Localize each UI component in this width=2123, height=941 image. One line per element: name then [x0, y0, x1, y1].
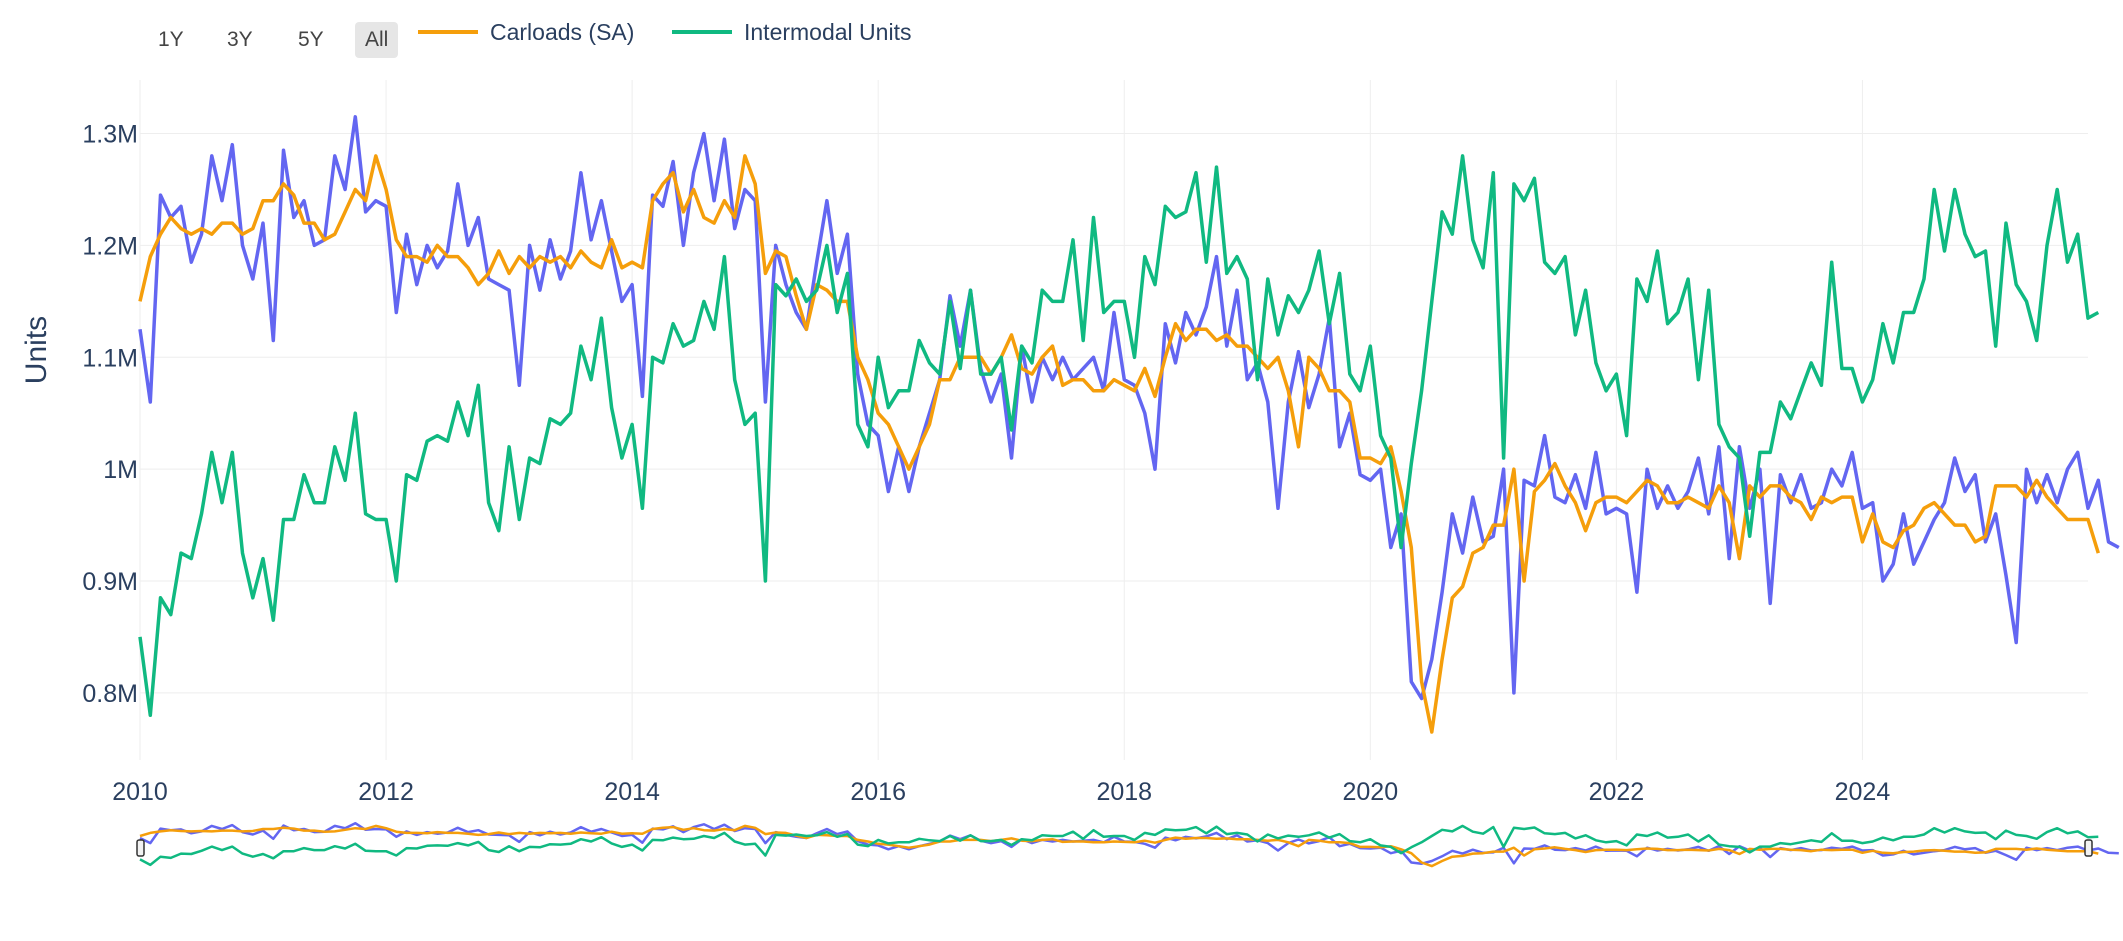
y-axis-ticks: 0.8M 0.9M 1M 1.1M 1.2M 1.3M — [82, 121, 138, 708]
x-tick-label: 2014 — [604, 778, 660, 806]
series-line-intermodal — [138, 154, 2100, 718]
y-tick-label: 1.3M — [82, 121, 138, 149]
y-tick-label: 1.1M — [82, 344, 138, 372]
range-slider[interactable] — [136, 821, 2119, 868]
legend-label-intermodal: Intermodal Units — [744, 18, 912, 45]
y-axis-label: Units — [20, 315, 53, 385]
series-line-carloads — [138, 154, 2100, 734]
range-button-all[interactable]: All — [355, 22, 399, 58]
x-axis-ticks: 2010 2012 2014 2016 2018 2020 2022 2024 — [112, 778, 1890, 806]
range-button-1y[interactable]: 1Y — [158, 28, 184, 51]
series-lines — [138, 115, 2120, 734]
legend-swatch-carloads — [418, 30, 478, 34]
range-slider-left-handle[interactable] — [136, 839, 145, 857]
range-slider-series-line-intermodal — [139, 824, 2099, 867]
legend-item-carloads[interactable]: Carloads (SA) — [418, 14, 634, 50]
legend-item-intermodal[interactable]: Intermodal Units — [672, 14, 911, 50]
legend-label-carloads: Carloads (SA) — [490, 18, 635, 45]
range-slider-right-handle[interactable] — [2084, 839, 2093, 857]
y-tick-label: 1.2M — [82, 232, 138, 260]
series-line-unnamed — [138, 115, 2120, 701]
y-tick-label: 0.9M — [82, 568, 138, 596]
range-button-3y[interactable]: 3Y — [227, 28, 253, 51]
grid-lines — [139, 80, 2088, 760]
x-tick-label: 2016 — [850, 778, 906, 806]
legend-swatch-intermodal — [672, 30, 732, 34]
x-tick-label: 2022 — [1589, 778, 1645, 806]
x-tick-label: 2018 — [1096, 778, 1152, 806]
x-tick-label: 2012 — [358, 778, 414, 806]
x-tick-label: 2010 — [112, 778, 168, 806]
range-button-5y[interactable]: 5Y — [298, 28, 324, 51]
range-slider-series-line-unnamed — [139, 821, 2119, 865]
y-tick-label: 0.8M — [82, 680, 138, 708]
x-tick-label: 2020 — [1343, 778, 1399, 806]
range-slider-series-line-carloads — [139, 824, 2099, 868]
y-tick-label: 1M — [103, 456, 138, 484]
x-tick-label: 2024 — [1835, 778, 1891, 806]
